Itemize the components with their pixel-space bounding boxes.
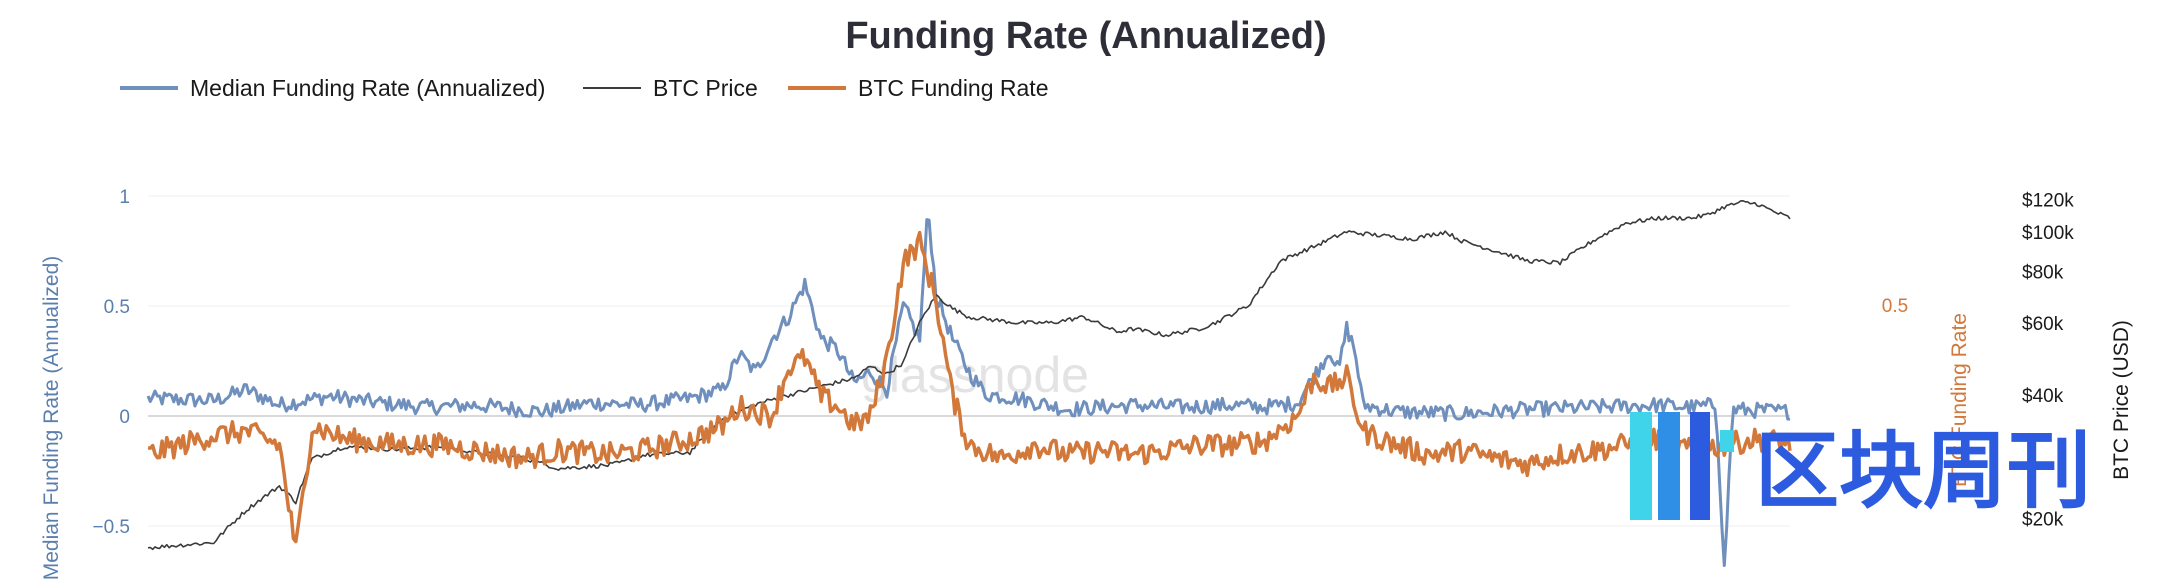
- y-axis-left-tick: 0.5: [104, 297, 130, 318]
- y-axis-funding-tick: 0.5: [1882, 296, 1908, 317]
- legend-item-btc-price[interactable]: BTC Price: [583, 75, 758, 101]
- y-axis-right-tick: $80k: [2022, 263, 2064, 284]
- y-axis-funding-label: BTC Funding Rate: [1948, 313, 1971, 487]
- brand-logo-bar-1: [1630, 412, 1652, 520]
- series-median-funding: [146, 218, 1791, 567]
- brand-logo-bar-2: [1658, 412, 1680, 520]
- brand-logo-dot: [1720, 430, 1734, 452]
- legend: Median Funding Rate (Annualized) BTC Pri…: [120, 75, 1048, 101]
- y-axis-right-tick: $100k: [2022, 223, 2074, 244]
- y-axis-right-ticks: $120k $100k $80k $60k $40k $20k: [2022, 190, 2074, 530]
- legend-label-median: Median Funding Rate (Annualized): [190, 75, 545, 101]
- y-axis-right-tick: $40k: [2022, 386, 2064, 407]
- y-axis-right-tick: $120k: [2022, 190, 2074, 211]
- series-btc-funding: [147, 230, 1792, 544]
- series-line: [146, 218, 1791, 567]
- y-axis-left-tick: 1: [119, 187, 130, 208]
- y-axis-left-label: Median Funding Rate (Annualized): [40, 256, 63, 581]
- y-axis-right-tick: $20k: [2022, 510, 2064, 531]
- legend-item-median-funding[interactable]: Median Funding Rate (Annualized): [120, 75, 545, 101]
- gridlines: [148, 195, 1790, 527]
- chart-title: Funding Rate (Annualized): [845, 15, 1326, 57]
- brand-logo-bar-3: [1690, 412, 1710, 520]
- legend-label-price: BTC Price: [653, 75, 758, 101]
- brand-logo: 区块周刊: [1630, 412, 2091, 520]
- y-axis-right-tick: $60k: [2022, 314, 2064, 335]
- y-axis-price-label: BTC Price (USD): [2110, 320, 2133, 480]
- y-axis-left-ticks: 1 0.5 0 −0.5: [92, 187, 130, 538]
- legend-item-btc-funding[interactable]: BTC Funding Rate: [788, 75, 1048, 101]
- series-line: [147, 230, 1792, 544]
- y-axis-left-tick: −0.5: [92, 517, 130, 538]
- legend-label-funding: BTC Funding Rate: [858, 75, 1048, 101]
- y-axis-left-tick: 0: [119, 407, 130, 428]
- y-axis-funding-ticks: 0.5: [1882, 296, 1908, 317]
- brand-logo-text: 区块周刊: [1755, 422, 2091, 520]
